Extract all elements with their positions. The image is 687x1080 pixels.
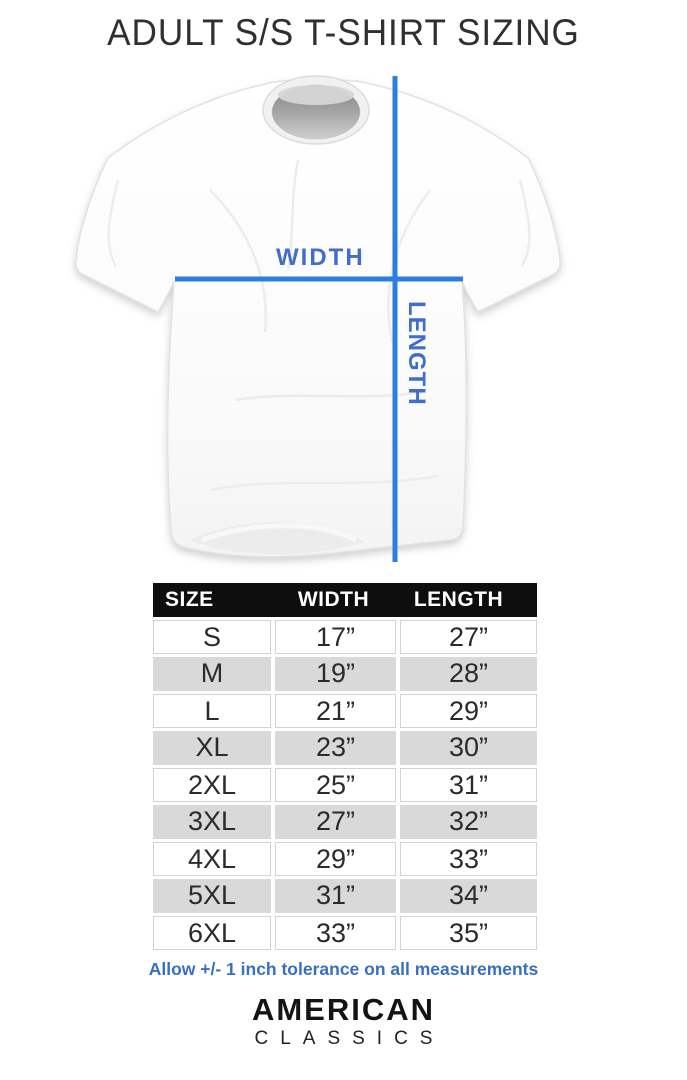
- brand-logo: AMERICAN CLASSICS: [0, 994, 687, 1048]
- length-cell: 30”: [400, 731, 537, 765]
- width-cell: 27”: [275, 805, 396, 839]
- width-cell: 31”: [275, 879, 396, 913]
- width-cell: 25”: [275, 768, 396, 802]
- size-table: SIZE WIDTH LENGTH S 17” 27” M 19” 28” L …: [153, 583, 537, 950]
- header-size: SIZE: [165, 588, 214, 611]
- tolerance-note: Allow +/- 1 inch tolerance on all measur…: [148, 959, 539, 979]
- size-cell: 6XL: [153, 916, 271, 950]
- length-cell: 33”: [400, 842, 537, 876]
- width-cell: 21”: [275, 694, 396, 728]
- size-cell: L: [153, 694, 271, 728]
- collar-back-band: [278, 85, 354, 105]
- size-cell: M: [153, 657, 271, 691]
- size-cell: S: [153, 620, 271, 654]
- width-label: WIDTH: [276, 244, 365, 271]
- size-cell: 3XL: [153, 805, 271, 839]
- length-cell: 31”: [400, 768, 537, 802]
- length-cell: 27”: [400, 620, 537, 654]
- tshirt-diagram: [60, 70, 580, 570]
- page-title: ADULT S/S T-SHIRT SIZING: [107, 12, 580, 53]
- tshirt-wrinkles: [107, 159, 531, 492]
- width-cell: 17”: [275, 620, 396, 654]
- size-cell: 2XL: [153, 768, 271, 802]
- size-table-header: SIZE WIDTH LENGTH: [153, 583, 537, 617]
- header-length: LENGTH: [413, 588, 504, 611]
- length-cell: 32”: [400, 805, 537, 839]
- width-cell: 29”: [275, 842, 396, 876]
- brand-name-american: AMERICAN: [251, 992, 436, 1027]
- width-cell: 33”: [275, 916, 396, 950]
- width-cell: 19”: [275, 657, 396, 691]
- size-table-body: S 17” 27” M 19” 28” L 21” 29” XL 23” 30”…: [153, 620, 537, 950]
- length-cell: 34”: [400, 879, 537, 913]
- length-cell: 35”: [400, 916, 537, 950]
- length-cell: 29”: [400, 694, 537, 728]
- tshirt-body-shape: [74, 78, 562, 558]
- brand-name-classics: CLASSICS: [254, 1028, 445, 1049]
- tshirt-illustration: [74, 75, 562, 562]
- width-cell: 23”: [275, 731, 396, 765]
- length-cell: 28”: [400, 657, 537, 691]
- size-cell: 5XL: [153, 879, 271, 913]
- header-width: WIDTH: [297, 588, 370, 611]
- size-cell: XL: [153, 731, 271, 765]
- size-cell: 4XL: [153, 842, 271, 876]
- length-label: LENGTH: [403, 301, 430, 406]
